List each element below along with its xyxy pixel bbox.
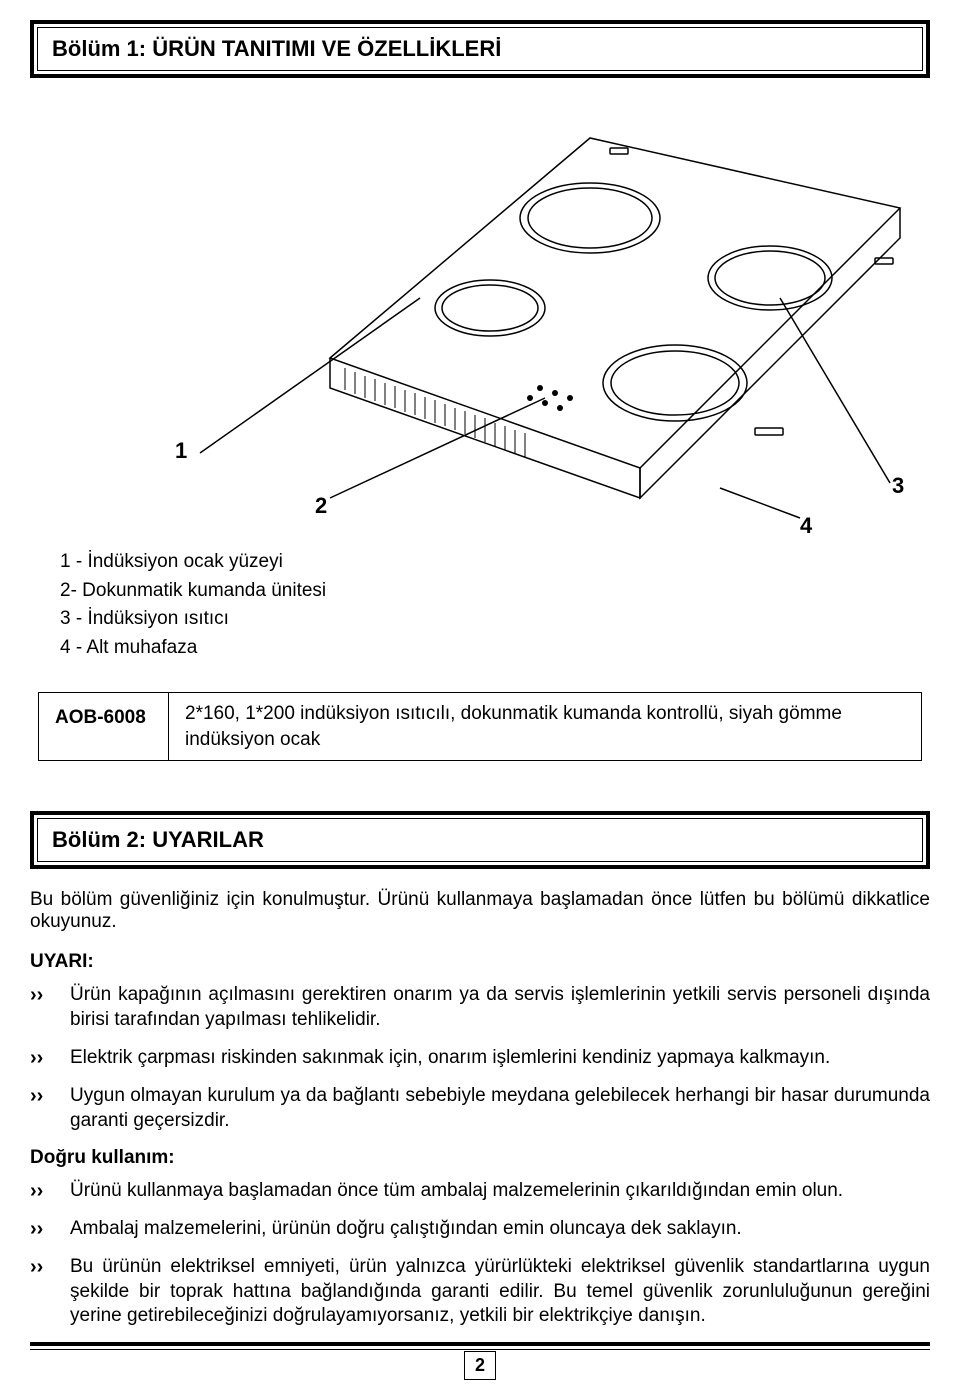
dogru-label: Doğru kullanım:: [30, 1147, 930, 1169]
parts-list: 1 - İndüksiyon ocak yüzeyi 2- Dokunmatik…: [60, 548, 930, 662]
callout-2: 2: [315, 493, 327, 519]
section-1-title: Bölüm 1: ÜRÜN TANITIMI VE ÖZELLİKLERİ: [37, 27, 923, 71]
part-4: 4 - Alt muhafaza: [60, 634, 930, 663]
callout-1: 1: [175, 438, 187, 464]
usage-item: ›› Ürünü kullanmaya başlamadan önce tüm …: [30, 1179, 930, 1203]
bullet-icon: ››: [30, 983, 70, 1007]
uyari-label: UYARI:: [30, 951, 930, 973]
cooktop-illustration: [30, 98, 930, 538]
bullet-icon: ››: [30, 1255, 70, 1279]
part-2: 2- Dokunmatik kumanda ünitesi: [60, 577, 930, 606]
page-number: 2: [464, 1351, 496, 1380]
warning-text: Ürün kapağının açılmasını gerektiren ona…: [70, 983, 930, 1032]
section-2-header: Bölüm 2: UYARILAR: [30, 811, 930, 869]
usage-text: Ambalaj malzemelerini, ürünün doğru çalı…: [70, 1217, 930, 1241]
product-diagram: 1 2 3 4: [30, 98, 930, 538]
spec-model: AOB-6008: [39, 693, 169, 760]
usage-text: Bu ürünün elektriksel emniyeti, ürün yal…: [70, 1255, 930, 1328]
bullet-icon: ››: [30, 1046, 70, 1070]
section-2-intro: Bu bölüm güvenliğiniz için konulmuştur. …: [30, 889, 930, 933]
usage-item: ›› Ambalaj malzemelerini, ürünün doğru ç…: [30, 1217, 930, 1241]
callout-3: 3: [892, 473, 904, 499]
part-1: 1 - İndüksiyon ocak yüzeyi: [60, 548, 930, 577]
section-2-title: Bölüm 2: UYARILAR: [37, 818, 923, 862]
spec-description: 2*160, 1*200 indüksiyon ısıtıcılı, dokun…: [169, 693, 921, 760]
footer-rule: [30, 1342, 930, 1350]
bullet-icon: ››: [30, 1179, 70, 1203]
bullet-icon: ››: [30, 1217, 70, 1241]
warning-text: Elektrik çarpması riskinden sakınmak içi…: [70, 1046, 930, 1070]
warning-item: ›› Uygun olmayan kurulum ya da bağlantı …: [30, 1084, 930, 1133]
warning-item: ›› Ürün kapağının açılmasını gerektiren …: [30, 983, 930, 1032]
usage-text: Ürünü kullanmaya başlamadan önce tüm amb…: [70, 1179, 930, 1203]
warning-text: Uygun olmayan kurulum ya da bağlantı seb…: [70, 1084, 930, 1133]
bullet-icon: ››: [30, 1084, 70, 1108]
usage-item: ›› Bu ürünün elektriksel emniyeti, ürün …: [30, 1255, 930, 1328]
spec-table: AOB-6008 2*160, 1*200 indüksiyon ısıtıcı…: [38, 692, 922, 761]
part-3: 3 - İndüksiyon ısıtıcı: [60, 605, 930, 634]
callout-4: 4: [800, 513, 812, 539]
section-1-header: Bölüm 1: ÜRÜN TANITIMI VE ÖZELLİKLERİ: [30, 20, 930, 78]
warning-item: ›› Elektrik çarpması riskinden sakınmak …: [30, 1046, 930, 1070]
